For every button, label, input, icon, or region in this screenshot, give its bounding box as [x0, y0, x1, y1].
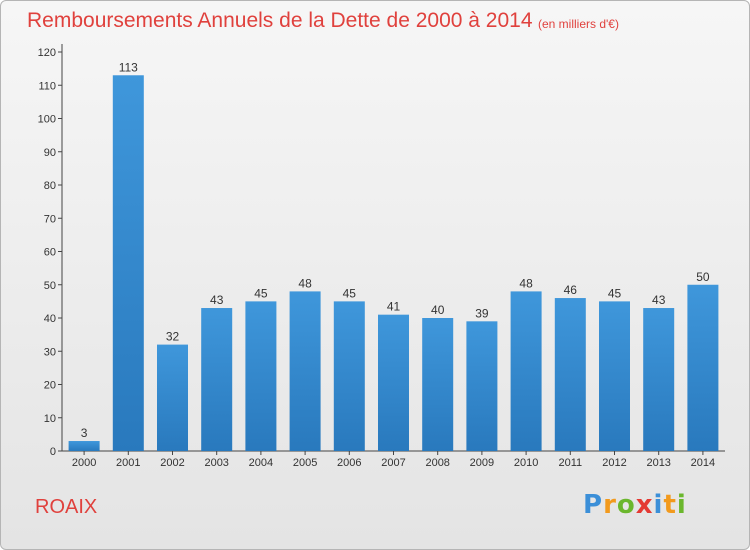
bar [289, 291, 321, 451]
x-tick-label: 2003 [204, 457, 228, 469]
bar-value-label: 48 [519, 276, 533, 290]
logo-letter: i [676, 490, 687, 520]
chart-title: Remboursements Annuels de la Dette de 20… [27, 9, 533, 32]
y-tick-label: 80 [44, 180, 56, 192]
bar [466, 321, 498, 451]
bar-value-label: 48 [298, 276, 312, 290]
bar [68, 441, 100, 451]
bar-value-label: 43 [210, 293, 224, 307]
x-tick-label: 2009 [470, 457, 494, 469]
bar [554, 298, 586, 451]
bar [422, 318, 454, 451]
bar [687, 284, 719, 451]
y-tick-label: 50 [44, 280, 56, 292]
y-tick-label: 60 [44, 247, 56, 259]
x-tick-label: 2000 [72, 457, 96, 469]
x-tick-label: 2011 [558, 457, 582, 469]
chart-subtitle: (en milliers d'€) [538, 17, 619, 31]
y-tick-label: 20 [44, 380, 56, 392]
bar-value-label: 32 [166, 330, 180, 344]
y-tick-label: 40 [44, 313, 56, 325]
bar-value-label: 3 [81, 426, 88, 440]
y-tick-label: 120 [38, 47, 56, 59]
bar [112, 75, 144, 452]
bar-value-label: 43 [652, 293, 666, 307]
y-tick-label: 70 [44, 213, 56, 225]
bar-value-label: 113 [119, 60, 138, 74]
bar [157, 344, 188, 451]
logo-letter: o [616, 490, 636, 520]
x-tick-label: 2002 [160, 457, 184, 469]
y-tick-label: 90 [44, 147, 56, 159]
x-tick-label: 2001 [116, 457, 140, 469]
bar [245, 301, 277, 451]
bar-value-label: 45 [608, 286, 622, 300]
proxiti-logo[interactable]: Proxiti [583, 490, 687, 520]
y-tick-label: 30 [44, 346, 56, 358]
bar-value-label: 45 [343, 286, 357, 300]
commune-name: ROAIX [35, 496, 98, 518]
bar-value-label: 45 [254, 286, 268, 300]
bar [510, 291, 542, 451]
bar-value-label: 46 [564, 283, 578, 297]
bar-value-label: 39 [475, 306, 489, 320]
bar [599, 301, 630, 451]
logo-letter: P [583, 490, 604, 520]
y-tick-label: 100 [38, 114, 56, 126]
bar [333, 301, 365, 451]
x-tick-label: 2012 [602, 457, 626, 469]
x-tick-label: 2004 [249, 457, 273, 469]
y-tick-label: 0 [50, 446, 56, 458]
x-tick-label: 2014 [691, 457, 715, 469]
x-tick-label: 2008 [425, 457, 449, 469]
logo-letter: r [603, 490, 617, 520]
logo-letter: i [653, 490, 664, 520]
bar-value-label: 50 [696, 270, 710, 284]
bar-value-label: 40 [431, 303, 445, 317]
x-tick-label: 2013 [646, 457, 670, 469]
logo-letter: t [663, 490, 677, 520]
x-tick-label: 2007 [381, 457, 405, 469]
x-tick-label: 2010 [514, 457, 538, 469]
bar [643, 308, 675, 451]
bar [378, 314, 409, 451]
bar [201, 308, 233, 451]
logo-letter: x [635, 490, 654, 520]
y-tick-label: 110 [38, 80, 56, 92]
y-tick-label: 10 [44, 413, 56, 425]
bar-value-label: 41 [387, 300, 401, 314]
x-tick-label: 2006 [337, 457, 361, 469]
x-tick-label: 2005 [293, 457, 317, 469]
